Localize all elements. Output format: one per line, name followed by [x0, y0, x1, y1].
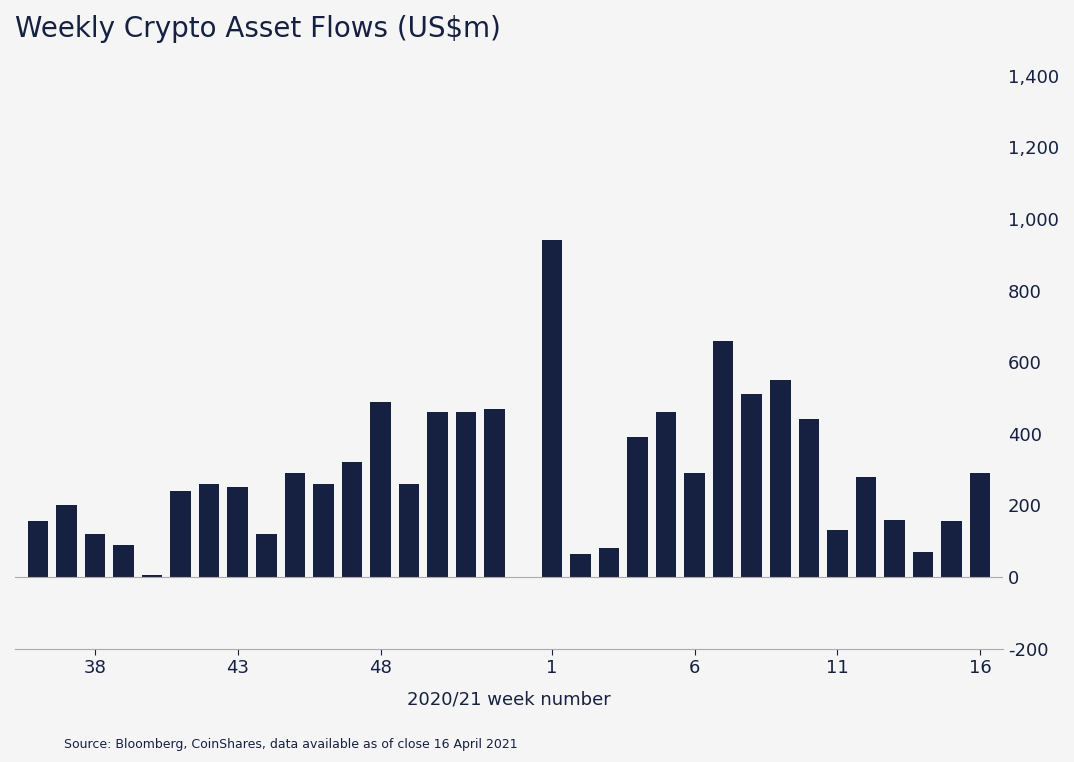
Bar — [455, 412, 477, 577]
Bar — [171, 491, 191, 577]
Text: Source: Bloomberg, CoinShares, data available as of close 16 April 2021: Source: Bloomberg, CoinShares, data avai… — [64, 738, 518, 751]
Bar — [713, 341, 734, 577]
Bar — [684, 473, 705, 577]
Bar — [285, 473, 305, 577]
Bar — [371, 402, 391, 577]
Bar — [228, 488, 248, 577]
Bar — [113, 545, 134, 577]
Bar — [570, 554, 591, 577]
Bar — [770, 380, 790, 577]
Bar — [28, 521, 48, 577]
Bar — [314, 484, 334, 577]
Bar — [85, 534, 105, 577]
Bar — [656, 412, 677, 577]
Bar — [970, 473, 990, 577]
Text: Weekly Crypto Asset Flows (US$m): Weekly Crypto Asset Flows (US$m) — [15, 15, 500, 43]
Bar — [827, 530, 847, 577]
Bar — [484, 408, 505, 577]
Bar — [398, 484, 419, 577]
Bar — [342, 463, 362, 577]
Bar — [427, 412, 448, 577]
Bar — [856, 477, 876, 577]
Bar — [627, 437, 648, 577]
Bar — [884, 520, 904, 577]
Bar — [199, 484, 219, 577]
Bar — [541, 241, 562, 577]
Bar — [913, 552, 933, 577]
Bar — [256, 534, 277, 577]
Bar — [941, 521, 962, 577]
Bar — [741, 395, 763, 577]
Bar — [142, 575, 162, 577]
X-axis label: 2020/21 week number: 2020/21 week number — [407, 691, 611, 709]
Bar — [598, 549, 620, 577]
Bar — [799, 419, 819, 577]
Bar — [56, 505, 76, 577]
